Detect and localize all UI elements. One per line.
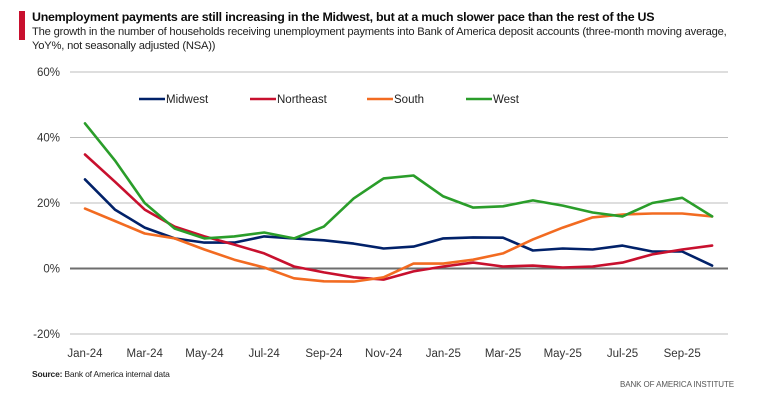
legend-label: Northeast: [277, 94, 328, 106]
x-tick-label: Jan-24: [67, 348, 103, 360]
x-tick-label: Mar-24: [127, 348, 164, 360]
brand-label: BANK OF AMERICA INSTITUTE: [620, 380, 734, 389]
legend-item-west: West: [466, 94, 520, 106]
legend-item-northeast: Northeast: [250, 94, 328, 106]
x-tick-label: Jul-25: [607, 348, 638, 360]
x-tick-label: Jan-25: [426, 348, 461, 360]
source-text: Bank of America internal data: [62, 369, 170, 379]
chart-subtitle: The growth in the number of households r…: [32, 26, 727, 52]
source-label: Source:: [32, 369, 63, 379]
series-line-west: [83, 122, 714, 240]
y-tick-label: -20%: [33, 329, 60, 341]
series-line-midwest: [83, 178, 714, 267]
legend-label: West: [493, 94, 520, 106]
legend-label: South: [394, 94, 424, 106]
x-tick-label: Sep-25: [664, 348, 701, 360]
series-line-south: [83, 207, 714, 283]
x-tick-label: Jul-24: [248, 348, 280, 360]
y-tick-label: 60%: [37, 67, 60, 79]
y-tick-label: 40%: [37, 133, 60, 145]
x-tick-label: Mar-25: [485, 348, 521, 360]
accent-bar: [19, 11, 25, 40]
y-axis-ticks: -20% 0% 20% 40% 60%: [33, 67, 60, 341]
gridlines: [70, 71, 728, 335]
source-note: Source: Bank of America internal data: [32, 369, 170, 379]
legend-item-south: South: [367, 94, 424, 106]
chart-title: Unemployment payments are still increasi…: [32, 10, 655, 24]
y-tick-label: 20%: [37, 198, 60, 210]
x-tick-label: Nov-24: [365, 348, 403, 360]
legend-item-midwest: Midwest: [139, 94, 209, 106]
series-lines: [83, 122, 714, 283]
legend-label: Midwest: [166, 94, 209, 106]
x-tick-label: May-24: [185, 348, 224, 360]
legend: Midwest Northeast South West: [139, 94, 520, 106]
x-tick-label: Sep-24: [305, 348, 343, 360]
x-axis-ticks: Jan-24 Mar-24 May-24 Jul-24 Sep-24 Nov-24 Jan-…: [67, 348, 700, 360]
series-line-northeast: [83, 153, 714, 281]
x-tick-label: May-25: [544, 348, 582, 360]
y-tick-label: 0%: [43, 264, 60, 276]
